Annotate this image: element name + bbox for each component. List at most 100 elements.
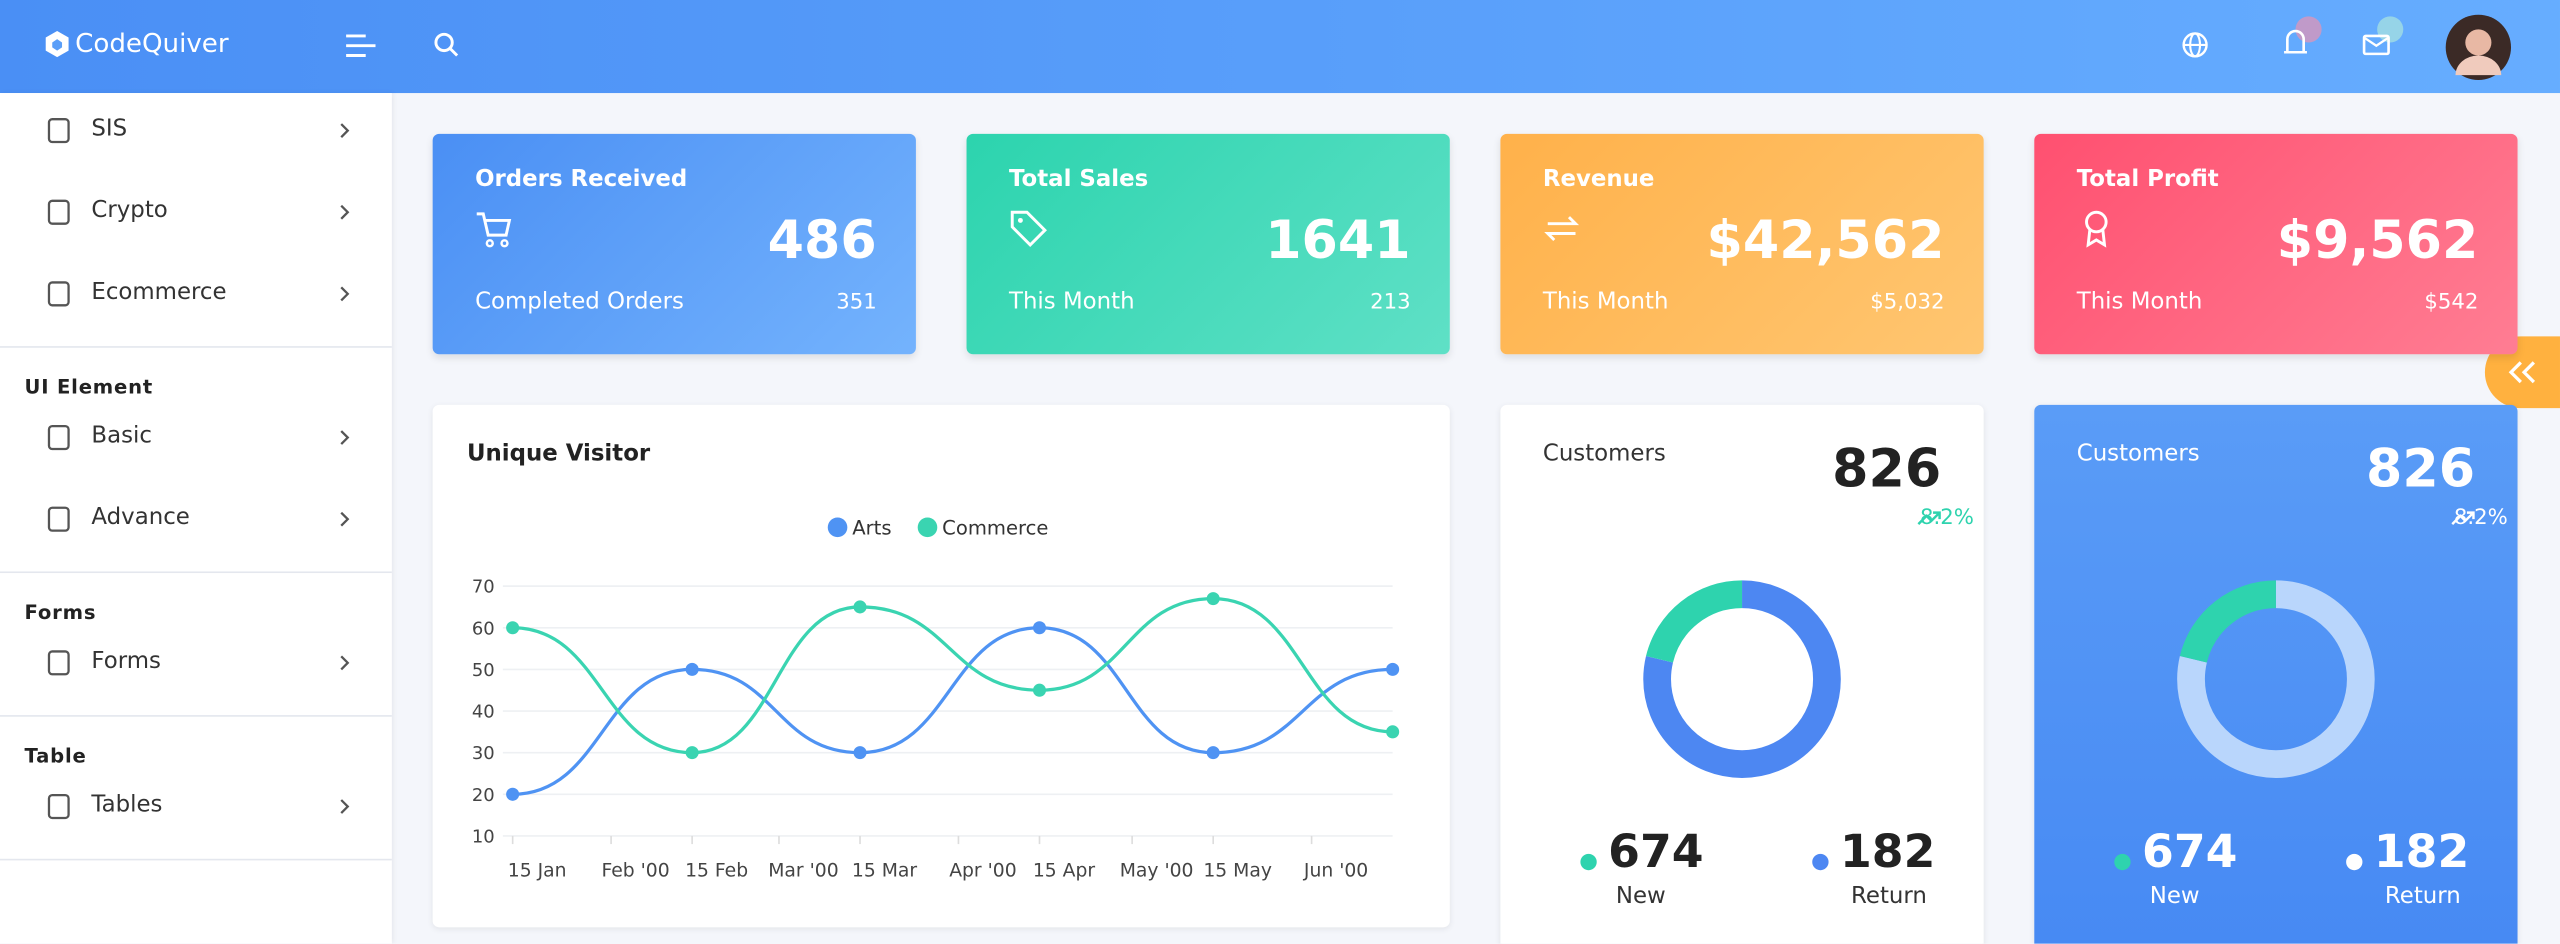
segment-value: 674 [2142,824,2238,879]
stat-title: Revenue [1542,166,1655,193]
y-tick-label: 60 [472,618,495,639]
user-avatar[interactable] [2444,13,2513,82]
line-chart: 10 20 30 40 50 60 70 15 Jan Feb '00 15 Feb Mar '00… [472,517,1400,882]
notification-icon[interactable] [2279,13,2328,59]
stat-value: $9,562 [2276,208,2479,272]
visitor-card [432,404,1450,928]
sidebar-icon [44,116,73,145]
mail-icon[interactable] [2361,13,2410,59]
segment-label: New [1615,883,1666,910]
segment-label: Return [2384,883,2461,910]
legend-marker [917,517,938,538]
sidebar-item[interactable]: Crypto [91,197,168,224]
sidebar-section-title: Forms [24,600,97,624]
x-tick-label: Mar '00 [768,861,838,882]
chevron [338,797,351,817]
sidebar-icon [44,198,73,227]
stat-detail: 351 [836,290,877,316]
sidebar-item[interactable]: Basic [91,422,152,449]
customer-title: Customers [1542,440,1666,467]
stat-icon [1009,209,1051,251]
data-point [853,600,867,614]
trend-icon [2451,508,2477,528]
stat-card: Orders Received 486 Completed Orders 351 [432,133,916,355]
segment-value: 182 [1839,824,1936,879]
stat-value: $42,562 [1706,208,1945,272]
y-tick-label: 10 [472,826,495,847]
stat-caption: This Month [1008,288,1135,316]
stat-value: 486 [767,208,877,272]
sidebar-icon [44,648,73,677]
sidebar-divider [0,858,392,861]
stat-icon [1543,209,1585,251]
y-tick-label: 40 [472,702,495,723]
legend-dot [1812,853,1829,871]
sidebar-item[interactable]: Forms [91,648,161,675]
x-tick-label: Feb '00 [601,861,669,882]
stat-card: Total Profit $9,562 This Month $542 [2034,133,2518,355]
customer-total: 826 [2366,437,2476,500]
chevron [338,428,351,448]
segment-value: 182 [2373,824,2470,879]
donut [2177,580,2375,778]
legend-label: Arts [852,517,891,540]
sidebar-divider [0,346,392,348]
y-tick-label: 50 [472,660,495,681]
donut-segment [1643,580,1841,778]
data-point [1386,725,1400,739]
sidebar-divider [0,715,392,717]
data-point [685,746,699,760]
chevron [338,284,351,304]
stat-detail: $5,032 [1870,290,1945,316]
sidebar-item[interactable]: Ecommerce [91,279,227,306]
chevron [338,121,351,141]
data-point [506,787,520,801]
x-tick-label: May '00 [1120,861,1194,882]
sidebar-item[interactable]: Advance [91,504,190,531]
sidebar-icon [44,279,73,308]
menu-toggle[interactable] [346,33,376,59]
data-point [506,621,520,635]
sidebar-item[interactable]: SIS [91,115,128,143]
donut-segment [2177,580,2375,778]
legend-dot [2346,853,2363,871]
customer-card [2034,404,2518,944]
search-icon[interactable] [433,31,459,57]
language-icon[interactable] [2181,31,2209,59]
segment-value: 674 [1608,824,1704,879]
x-tick-label: Apr '00 [949,861,1016,882]
stat-detail: 213 [1370,290,1411,316]
stat-caption: This Month [2076,288,2203,316]
stat-caption: This Month [1542,288,1669,316]
chevron [338,509,351,529]
stat-title: Total Profit [2076,166,2219,193]
customer-card [1500,404,1984,944]
sidebar-section-title: Table [24,744,87,768]
stat-value: 1641 [1265,208,1411,272]
series-line [512,626,1393,796]
legend-dot [2114,853,2131,871]
segment-label: New [2149,883,2200,910]
stat-card: Total Sales 1641 This Month 213 [966,133,1450,355]
data-point [1206,746,1220,760]
data-point [1386,662,1400,676]
brand[interactable]: CodeQuiver [75,27,229,59]
stat-title: Total Sales [1008,166,1149,193]
stat-icon [475,209,517,251]
chevron [338,653,351,673]
x-tick-label: 15 Feb [685,861,748,882]
data-point [685,662,699,676]
legend-label: Commerce [942,517,1048,540]
y-tick-label: 30 [472,743,495,764]
chart-title: Unique Visitor [466,440,651,467]
y-tick-label: 20 [472,785,495,806]
trend-icon [1917,508,1943,528]
segment-label: Return [1851,883,1927,910]
data-point [1032,621,1047,635]
x-tick-label: 15 Mar [852,861,918,882]
legend-dot [1580,853,1597,871]
sidebar [0,93,392,944]
sidebar-item[interactable]: Tables [91,791,163,818]
customer-total: 826 [1832,437,1942,500]
